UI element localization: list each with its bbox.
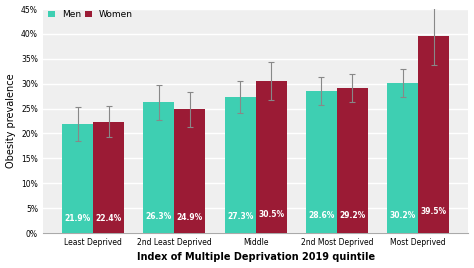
Text: 29.2%: 29.2% (339, 211, 365, 220)
Bar (337, 88, 368, 233)
Bar (387, 83, 418, 233)
Text: 27.3%: 27.3% (227, 212, 254, 221)
Legend: Men, Women: Men, Women (47, 9, 134, 20)
Bar (418, 36, 449, 233)
Bar (93, 122, 124, 233)
Y-axis label: Obesity prevalence: Obesity prevalence (6, 74, 16, 168)
Text: 30.5%: 30.5% (258, 210, 284, 219)
Text: 26.3%: 26.3% (146, 212, 172, 221)
Bar (174, 109, 205, 233)
Text: 22.4%: 22.4% (95, 214, 122, 223)
Bar (306, 91, 337, 233)
Text: 28.6%: 28.6% (308, 211, 335, 220)
Text: 24.9%: 24.9% (177, 213, 203, 222)
Text: 21.9%: 21.9% (64, 214, 91, 223)
Bar (62, 124, 93, 233)
Bar (144, 102, 174, 233)
Bar (225, 97, 255, 233)
X-axis label: Index of Multiple Deprivation 2019 quintile: Index of Multiple Deprivation 2019 quint… (137, 252, 375, 262)
Text: 39.5%: 39.5% (420, 207, 447, 216)
Text: 30.2%: 30.2% (390, 210, 416, 219)
Bar (255, 81, 287, 233)
